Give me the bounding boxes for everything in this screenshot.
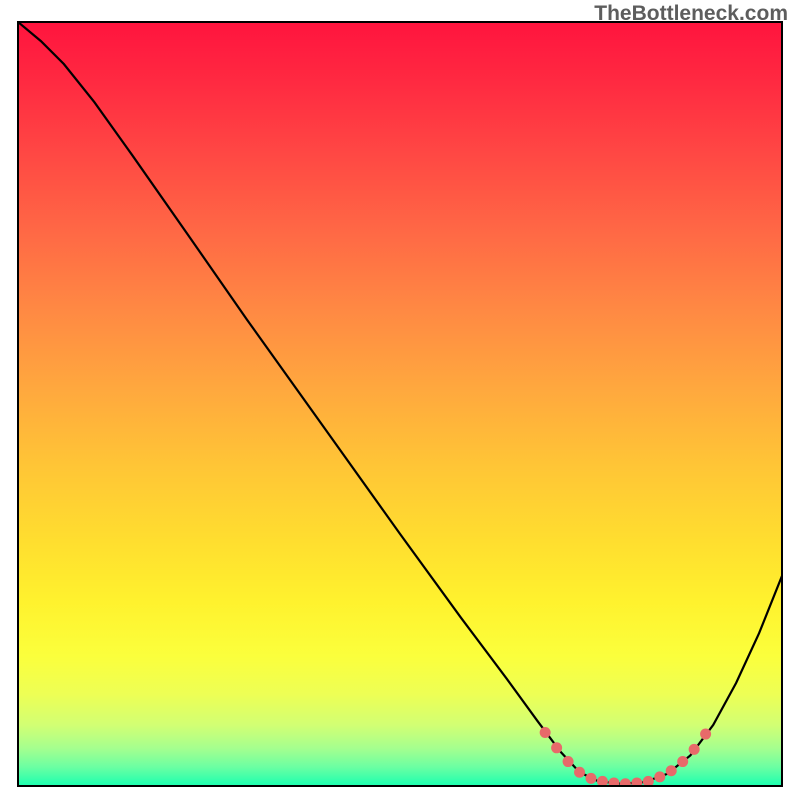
marker-dot	[654, 771, 665, 782]
plot-background	[18, 22, 782, 786]
bottleneck-curve-chart	[0, 0, 800, 800]
marker-dot	[551, 742, 562, 753]
marker-dot	[689, 744, 700, 755]
marker-dot	[620, 778, 631, 789]
chart-container: TheBottleneck.com	[0, 0, 800, 800]
marker-dot	[563, 756, 574, 767]
marker-dot	[574, 767, 585, 778]
marker-dot	[540, 727, 551, 738]
watermark-text: TheBottleneck.com	[594, 2, 788, 26]
marker-dot	[586, 773, 597, 784]
marker-dot	[677, 756, 688, 767]
marker-dot	[700, 729, 711, 740]
marker-dot	[666, 765, 677, 776]
